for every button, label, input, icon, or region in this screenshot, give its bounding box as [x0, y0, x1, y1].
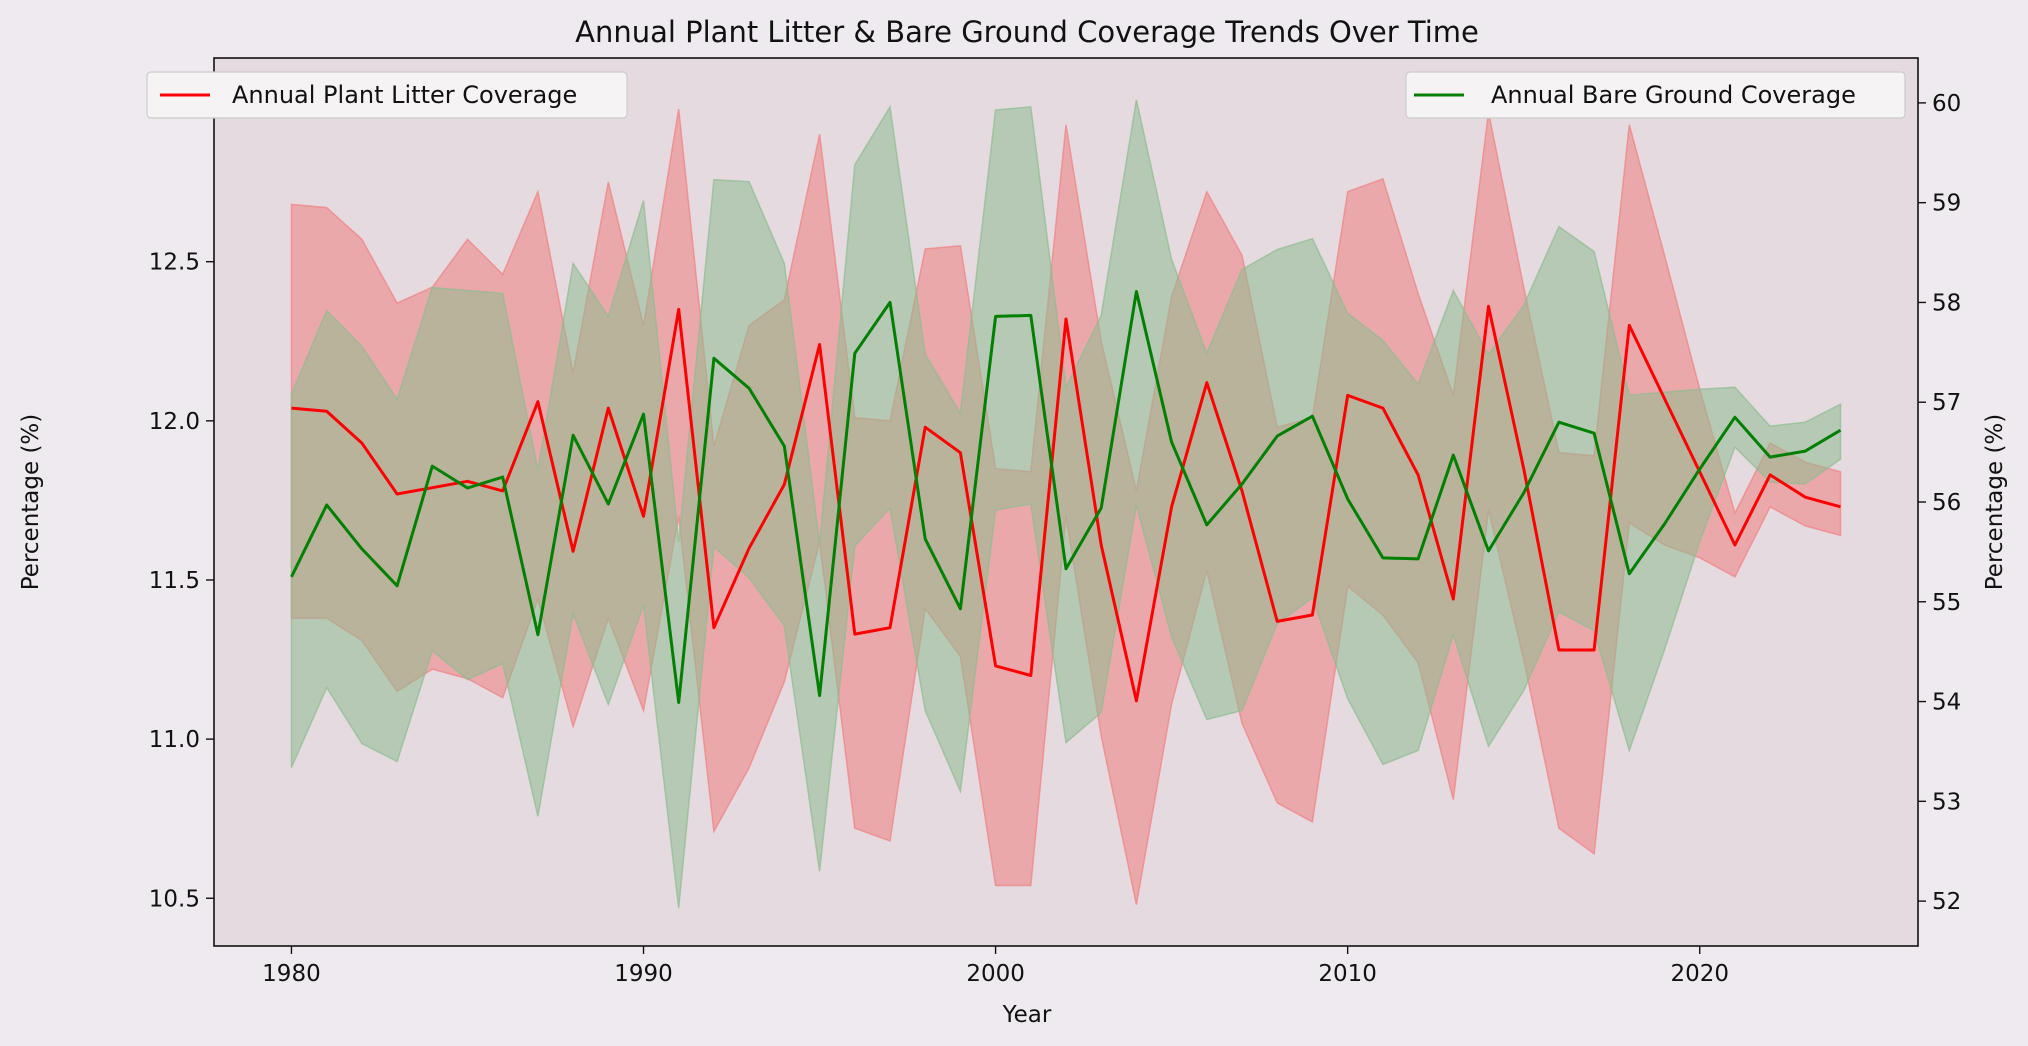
x-tick-label: 2000 — [966, 961, 1025, 987]
y-left-tick-label: 11.0 — [149, 727, 200, 753]
y-left-tick-label: 12.0 — [149, 409, 200, 435]
y-right-tick-label: 54 — [1932, 690, 1961, 716]
y-axis-right-label: Percentage (%) — [1982, 414, 2008, 591]
x-tick-label: 1990 — [614, 961, 673, 987]
y-right-tick-label: 53 — [1932, 789, 1961, 815]
legend-right-label: Annual Bare Ground Coverage — [1491, 81, 1856, 109]
legend-left: Annual Plant Litter Coverage — [146, 71, 628, 119]
y-left-tick-label: 12.5 — [149, 250, 200, 276]
y-right-tick-label: 60 — [1932, 91, 1961, 117]
y-right-tick-label: 52 — [1932, 889, 1961, 915]
legend-left-box — [146, 71, 628, 119]
y-axis-right: 52 53 54 55 56 57 58 59 60 — [1918, 91, 1961, 915]
line-series-0 — [291, 304, 1841, 703]
line-series-1 — [290, 290, 1842, 704]
band-series-1 — [290, 99, 1842, 909]
x-tick-label: 2010 — [1318, 961, 1377, 987]
y-left-tick-label: 10.5 — [149, 886, 200, 912]
x-axis-label: Year — [1002, 1002, 1052, 1028]
legend-right-box — [1405, 71, 1906, 119]
y-left-tick-label: 11.5 — [149, 568, 200, 594]
legend-left-label: Annual Plant Litter Coverage — [232, 81, 577, 109]
y-right-tick-label: 59 — [1932, 191, 1961, 217]
legend-right: Annual Bare Ground Coverage — [1405, 71, 1906, 119]
x-tick-label: 1980 — [262, 961, 321, 987]
chart-title: Annual Plant Litter & Bare Ground Covera… — [575, 15, 1479, 49]
y-right-tick-label: 58 — [1932, 290, 1961, 316]
y-right-tick-label: 55 — [1932, 590, 1961, 616]
series-lines — [290, 290, 1842, 704]
y-right-tick-label: 57 — [1932, 390, 1961, 416]
x-tick-label: 2020 — [1670, 961, 1729, 987]
y-right-tick-label: 56 — [1932, 490, 1961, 516]
x-axis: 1980 1990 2000 2010 2020 — [262, 946, 1729, 987]
y-axis-left-label: Percentage (%) — [18, 414, 44, 591]
confidence-bands — [290, 99, 1842, 909]
